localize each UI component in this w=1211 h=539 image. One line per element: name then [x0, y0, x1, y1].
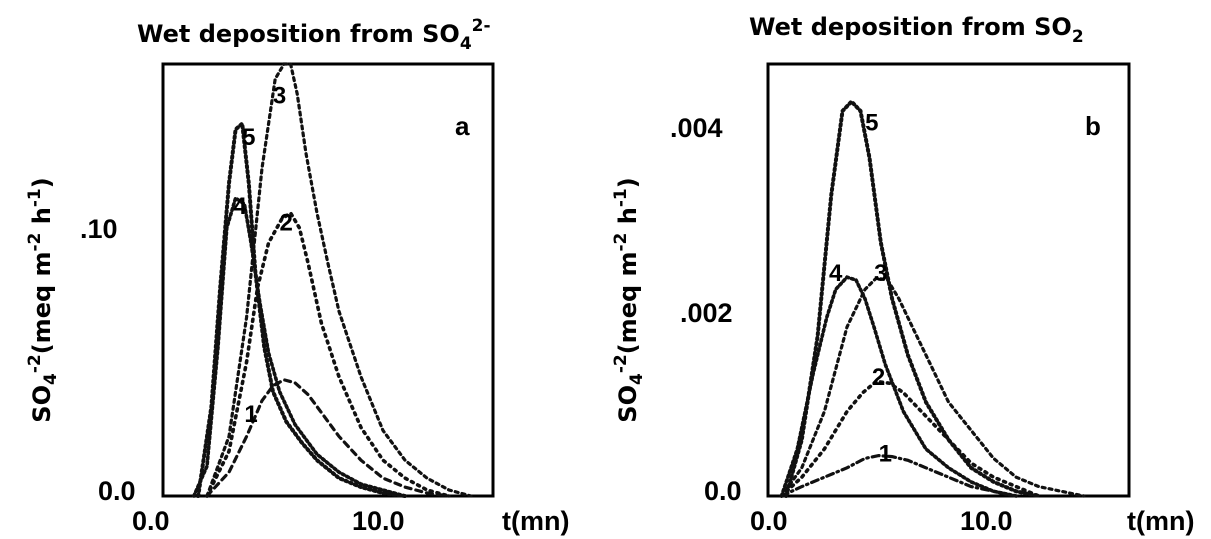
curve-label-a-3: 3: [273, 82, 286, 109]
panel-a: Wet deposition from SO42- SO4-2(meq m-2 …: [25, 16, 569, 536]
series-line-a-2: [205, 210, 451, 498]
chart-title-b: Wet deposition from SO2: [749, 13, 1084, 47]
y-tick-label-a-1: .10: [80, 214, 118, 244]
curve-label-b-2: 2: [872, 364, 885, 391]
curve-label-a-4: 4: [233, 193, 247, 220]
y-axis-label-b: SO4-2(meq m-2 h-1): [611, 177, 647, 422]
series-line-b-4: [779, 275, 1018, 498]
curve-label-b-5: 5: [865, 110, 878, 137]
curve-labels-group-a: 1 2 3 4 5: [233, 82, 293, 428]
curve-labels-group-b: 1 2 3 4 5: [829, 110, 892, 468]
series-line-a-3: [205, 62, 473, 498]
series-line-a-4: [192, 195, 407, 498]
x-axis-label-b: t(mn): [1127, 506, 1194, 536]
curve-label-a-1: 1: [244, 401, 257, 428]
series-group-a: [192, 62, 473, 498]
x-tick-label-b-1: 10.0: [960, 506, 1013, 536]
series-line-b-1: [779, 453, 1018, 498]
x-tick-label-a-0: 0.0: [132, 506, 170, 536]
plot-area-frame-b: [766, 62, 1131, 498]
panel-letter-a: a: [455, 111, 470, 141]
series-line-b-3: [779, 276, 1086, 498]
y-axis-label-a: SO4-2(meq m-2 h-1): [25, 177, 61, 422]
series-line-b-2: [779, 379, 1041, 498]
x-tick-label-b-0: 0.0: [750, 506, 788, 536]
series-line-a-1: [205, 378, 451, 498]
svg-text:SO4-2(meq m-2 h-1): SO4-2(meq m-2 h-1): [25, 177, 61, 422]
series-group-b: [779, 98, 1086, 498]
curve-label-b-4: 4: [829, 260, 843, 287]
x-tick-label-a-1: 10.0: [352, 506, 405, 536]
plot-area-frame-a: [161, 62, 495, 498]
y-tick-label-a-0: 0.0: [98, 476, 136, 506]
y-tick-label-b-2: .004: [670, 113, 723, 143]
chart-title-a: Wet deposition from SO42-: [137, 16, 491, 54]
series-line-b-5: [784, 98, 1041, 498]
series-line-a-5: [196, 119, 407, 498]
y-tick-label-b-1: .002: [680, 298, 733, 328]
svg-text:SO4-2(meq m-2 h-1): SO4-2(meq m-2 h-1): [611, 177, 647, 422]
curve-label-b-1: 1: [879, 440, 892, 467]
curve-label-a-2: 2: [280, 210, 293, 237]
panel-b: Wet deposition from SO2 SO4-2(meq m-2 h-…: [611, 13, 1194, 536]
x-axis-label-a: t(mn): [502, 506, 569, 536]
panel-letter-b: b: [1085, 111, 1101, 141]
y-tick-label-b-0: 0.0: [704, 476, 742, 506]
curve-label-a-5: 5: [242, 124, 255, 151]
curve-label-b-3: 3: [874, 260, 887, 287]
